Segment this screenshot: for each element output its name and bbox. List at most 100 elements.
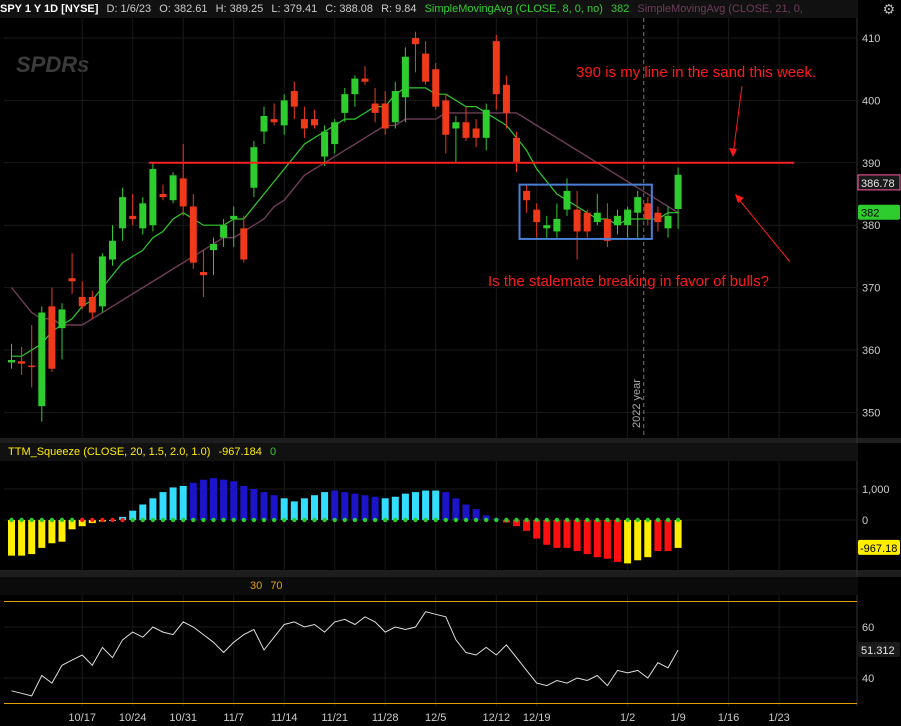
candle[interactable] xyxy=(179,178,187,207)
candle[interactable] xyxy=(68,278,76,282)
candle[interactable] xyxy=(250,147,258,188)
candle[interactable] xyxy=(472,128,480,138)
squeeze-bar[interactable] xyxy=(199,479,207,520)
candle[interactable] xyxy=(280,100,288,126)
candle[interactable] xyxy=(159,194,167,198)
squeeze-bar[interactable] xyxy=(300,498,308,520)
squeeze-bar[interactable] xyxy=(614,520,621,562)
candle[interactable] xyxy=(169,175,177,201)
squeeze-bar[interactable] xyxy=(220,479,228,520)
squeeze-bar[interactable] xyxy=(129,510,137,520)
candle[interactable] xyxy=(634,197,642,213)
candle[interactable] xyxy=(300,119,308,129)
squeeze-bar[interactable] xyxy=(139,504,147,521)
candle[interactable] xyxy=(351,78,359,95)
candle[interactable] xyxy=(18,361,26,364)
candle[interactable] xyxy=(240,228,248,260)
candle[interactable] xyxy=(230,215,238,219)
candle[interactable] xyxy=(109,240,116,260)
candle[interactable] xyxy=(432,69,440,107)
squeeze-bar[interactable] xyxy=(321,492,329,520)
squeeze-bar[interactable] xyxy=(472,509,480,520)
squeeze-bar[interactable] xyxy=(58,520,66,542)
candle[interactable] xyxy=(543,225,551,229)
candle[interactable] xyxy=(381,103,389,129)
squeeze-bar[interactable] xyxy=(563,520,571,548)
squeeze-bar[interactable] xyxy=(78,520,86,527)
squeeze-bar[interactable] xyxy=(240,485,248,520)
squeeze-bar[interactable] xyxy=(311,495,318,520)
candle[interactable] xyxy=(8,359,15,363)
candle[interactable] xyxy=(664,215,672,229)
candle[interactable] xyxy=(603,218,611,241)
squeeze-bar[interactable] xyxy=(583,520,591,555)
candle[interactable] xyxy=(361,78,369,82)
squeeze-bar[interactable] xyxy=(260,492,268,520)
candle[interactable] xyxy=(452,122,460,129)
candle[interactable] xyxy=(270,119,278,123)
squeeze-bar[interactable] xyxy=(573,520,581,551)
candle[interactable] xyxy=(311,119,318,126)
candle[interactable] xyxy=(573,209,581,232)
candle[interactable] xyxy=(371,103,379,113)
candle[interactable] xyxy=(210,243,217,251)
squeeze-bar[interactable] xyxy=(230,481,238,520)
squeeze-bar[interactable] xyxy=(422,490,430,520)
squeeze-bar[interactable] xyxy=(210,478,217,520)
candle[interactable] xyxy=(149,169,157,226)
squeeze-bar[interactable] xyxy=(624,520,632,564)
squeeze-bar[interactable] xyxy=(38,520,46,548)
squeeze-bar[interactable] xyxy=(159,492,167,520)
candle[interactable] xyxy=(321,131,329,157)
squeeze-bar[interactable] xyxy=(8,520,15,556)
candle[interactable] xyxy=(583,212,591,232)
candle[interactable] xyxy=(674,174,682,209)
candle[interactable] xyxy=(502,84,510,113)
squeeze-bar[interactable] xyxy=(513,520,520,527)
symbol-label[interactable]: SPY 1 Y 1D [NYSE] xyxy=(0,3,99,15)
candle[interactable] xyxy=(412,38,419,45)
candle[interactable] xyxy=(48,306,56,369)
squeeze-bar[interactable] xyxy=(674,520,682,548)
squeeze-bar[interactable] xyxy=(371,496,379,520)
gear-icon[interactable]: ⚙ xyxy=(882,1,895,17)
candle[interactable] xyxy=(260,116,268,132)
candle[interactable] xyxy=(78,296,86,307)
squeeze-bar[interactable] xyxy=(533,520,541,539)
squeeze-bar[interactable] xyxy=(644,520,652,558)
candle[interactable] xyxy=(553,218,561,232)
squeeze-bar[interactable] xyxy=(341,492,349,520)
consolidation-box[interactable] xyxy=(518,183,653,240)
squeeze-bar[interactable] xyxy=(18,520,26,556)
squeeze-bar[interactable] xyxy=(634,520,642,561)
squeeze-bar[interactable] xyxy=(331,490,339,520)
candle[interactable] xyxy=(331,122,339,145)
candle[interactable] xyxy=(513,137,520,163)
sma-fast-study-label[interactable]: SimpleMovingAvg (CLOSE, 8, 0, no) xyxy=(424,3,603,15)
squeeze-bar[interactable] xyxy=(270,495,278,520)
squeeze-bar[interactable] xyxy=(48,520,56,544)
candle[interactable] xyxy=(654,212,662,223)
squeeze-bar[interactable] xyxy=(432,490,440,520)
candle[interactable] xyxy=(290,91,298,107)
candle[interactable] xyxy=(593,212,601,223)
squeeze-bar[interactable] xyxy=(401,493,409,520)
candle[interactable] xyxy=(482,109,490,138)
squeeze-bar[interactable] xyxy=(381,498,389,520)
candle[interactable] xyxy=(199,272,207,276)
candle[interactable] xyxy=(533,209,541,223)
squeeze-bar[interactable] xyxy=(664,520,672,551)
squeeze-bar[interactable] xyxy=(68,520,76,530)
squeeze-bar[interactable] xyxy=(442,492,450,520)
candle[interactable] xyxy=(220,225,228,238)
squeeze-bar[interactable] xyxy=(189,482,197,520)
candle[interactable] xyxy=(139,203,147,229)
squeeze-bar[interactable] xyxy=(452,498,460,520)
squeeze-bar[interactable] xyxy=(603,520,611,559)
candle[interactable] xyxy=(28,365,36,368)
candle[interactable] xyxy=(98,256,106,307)
candle[interactable] xyxy=(614,215,621,226)
candle[interactable] xyxy=(523,190,531,201)
squeeze-bar[interactable] xyxy=(250,489,258,520)
